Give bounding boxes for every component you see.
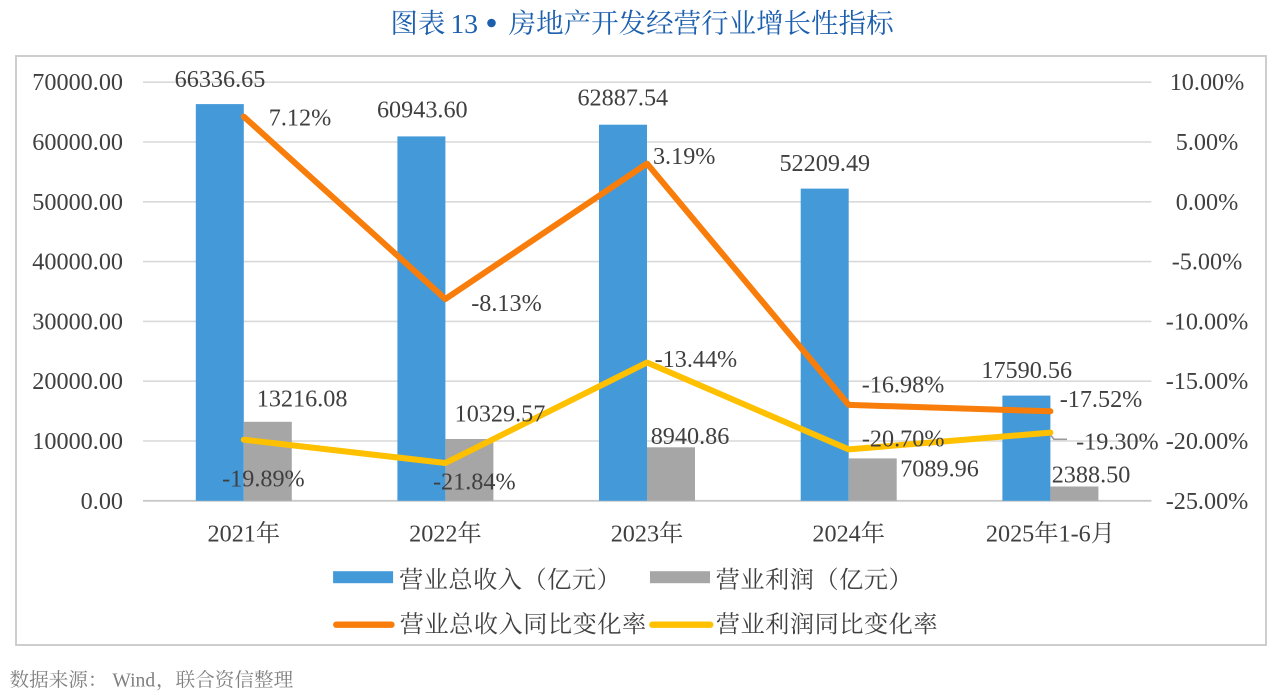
svg-text:20000.00: 20000.00 <box>32 368 123 395</box>
svg-text:-10.00%: -10.00% <box>1166 308 1249 335</box>
svg-text:7089.96: 7089.96 <box>900 456 979 483</box>
svg-text:-25.00%: -25.00% <box>1166 488 1249 515</box>
svg-text:-5.00%: -5.00% <box>1172 249 1243 276</box>
svg-text:13216.08: 13216.08 <box>257 385 348 412</box>
svg-text:2021: 2021 <box>208 521 256 548</box>
svg-text:3.19%: 3.19% <box>653 143 715 170</box>
svg-text:7.12%: 7.12% <box>269 105 331 132</box>
svg-text:50000.00: 50000.00 <box>32 189 123 216</box>
svg-text:-19.89%: -19.89% <box>222 466 305 493</box>
svg-text:1-6: 1-6 <box>1059 521 1091 548</box>
svg-text:-8.13%: -8.13% <box>471 290 542 317</box>
svg-text:8940.86: 8940.86 <box>651 423 730 450</box>
svg-text:2022: 2022 <box>409 521 457 548</box>
svg-text:10329.57: 10329.57 <box>455 401 546 428</box>
svg-text:-17.52%: -17.52% <box>1060 386 1143 413</box>
svg-text:-15.00%: -15.00% <box>1166 368 1249 395</box>
svg-text:66336.65: 66336.65 <box>175 66 266 93</box>
svg-text:52209.49: 52209.49 <box>779 150 870 177</box>
svg-text:2023: 2023 <box>611 521 659 548</box>
svg-text:-13.44%: -13.44% <box>655 346 738 373</box>
svg-text:Wind: Wind <box>112 671 155 692</box>
svg-text:17590.56: 17590.56 <box>981 357 1072 384</box>
svg-text:2025: 2025 <box>986 521 1034 548</box>
svg-text:62887.54: 62887.54 <box>577 85 668 112</box>
svg-text:13: 13 <box>451 8 479 39</box>
svg-text:2024: 2024 <box>812 521 860 548</box>
svg-text:10.00%: 10.00% <box>1170 69 1245 96</box>
svg-text:60000.00: 60000.00 <box>32 129 123 156</box>
svg-text:70000.00: 70000.00 <box>32 69 123 96</box>
svg-text:-16.98%: -16.98% <box>862 372 945 399</box>
svg-text:60943.60: 60943.60 <box>377 96 468 123</box>
svg-text:-20.00%: -20.00% <box>1166 428 1249 455</box>
svg-text:-20.70%: -20.70% <box>862 426 945 453</box>
svg-text:-19.30%: -19.30% <box>1076 429 1159 456</box>
svg-text:10000.00: 10000.00 <box>32 428 123 455</box>
svg-text:-21.84%: -21.84% <box>433 469 516 496</box>
svg-text:2388.50: 2388.50 <box>1052 461 1131 488</box>
svg-text:5.00%: 5.00% <box>1176 129 1238 156</box>
svg-text:0.00%: 0.00% <box>1176 189 1238 216</box>
svg-text:40000.00: 40000.00 <box>32 249 123 276</box>
svg-text:30000.00: 30000.00 <box>32 308 123 335</box>
svg-text:0.00: 0.00 <box>81 488 123 515</box>
